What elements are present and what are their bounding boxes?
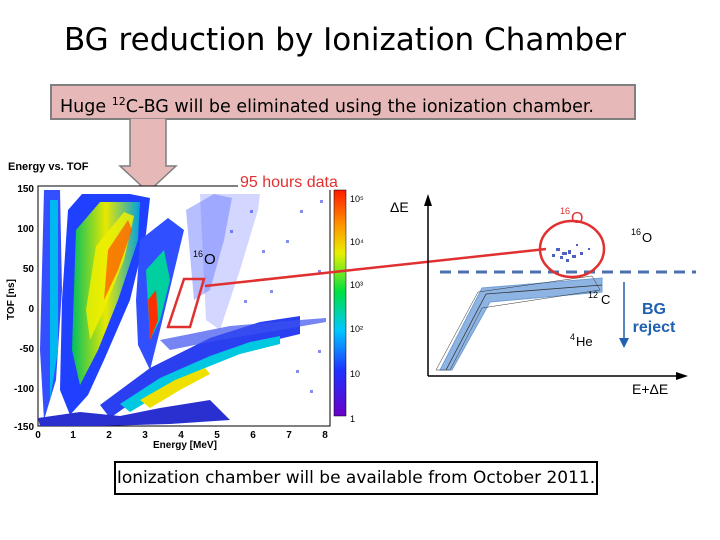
- energy-tof-histogram: Energy vs. TOF 16 O 95 hours da: [6, 161, 364, 450]
- histogram-title: Energy vs. TOF: [8, 161, 89, 173]
- slide-title: BG reduction by Ionization Chamber: [63, 22, 627, 58]
- banner-pre: Huge: [60, 96, 112, 117]
- y-tick: 100: [17, 224, 34, 235]
- ionization-schematic: ΔE E+ΔE 16 O 16 O 12 C 4 He BG reject: [204, 194, 696, 397]
- de-axis-label: ΔE: [390, 199, 409, 215]
- de-axis-arrowhead: [424, 194, 432, 206]
- banner: Huge 12C-BG will be eliminated using the…: [50, 84, 636, 120]
- availability-note: Ionization chamber will be available fro…: [114, 461, 598, 495]
- y-tick: 150: [17, 184, 34, 195]
- bg-reject-line2: reject: [633, 319, 676, 336]
- o16-inside-elem: O: [571, 210, 583, 227]
- c12-mass: 12: [588, 290, 598, 300]
- o16-right-elem: O: [642, 230, 652, 245]
- banner-post: C-BG will be eliminated using the ioniza…: [125, 96, 594, 117]
- o16-inside-mass: 16: [560, 206, 570, 216]
- down-arrow: [118, 118, 178, 194]
- x-tick: 0: [35, 430, 41, 441]
- hours-annotation: 95 hours data: [240, 174, 338, 191]
- y-axis-label: TOF [ns]: [6, 279, 17, 320]
- scale-label: 1: [350, 414, 355, 424]
- he4-mass: 4: [570, 332, 575, 342]
- o16-right-mass: 16: [631, 227, 641, 237]
- x-tick: 5: [214, 430, 220, 441]
- scale-label: 10⁵: [350, 194, 364, 204]
- x-tick: 4: [178, 430, 184, 441]
- scale-label: 10⁴: [350, 237, 364, 247]
- histogram-data: [38, 190, 326, 426]
- o16-cluster: [552, 244, 590, 262]
- e-de-axis-label: E+ΔE: [632, 381, 668, 397]
- c12-elem: C: [601, 292, 610, 307]
- scale-label: 10²: [350, 324, 363, 334]
- he4-band: [439, 277, 603, 371]
- o16-gate: [166, 277, 206, 329]
- y-tick: -150: [14, 422, 34, 433]
- x-tick: 6: [250, 430, 256, 441]
- he4-elem: He: [576, 334, 593, 349]
- annotation-bg: [238, 174, 348, 190]
- y-tick: 50: [23, 264, 35, 275]
- y-tick: 0: [28, 304, 34, 315]
- x-tick: 3: [142, 430, 148, 441]
- bg-reject-line1: BG: [642, 301, 666, 318]
- gate-label-mass: 16: [193, 249, 203, 259]
- connector-line: [204, 247, 547, 288]
- x-tick: 2: [106, 430, 112, 441]
- banner-sup: 12: [111, 95, 126, 108]
- x-tick: 7: [286, 430, 292, 441]
- scale-label: 10³: [350, 280, 363, 290]
- x-axis-label: Energy [MeV]: [153, 440, 217, 450]
- gate-label-elem: O: [204, 251, 216, 268]
- scale-label: 10: [350, 369, 360, 379]
- color-scale: [333, 189, 347, 417]
- bg-reject-arrowhead: [619, 338, 629, 348]
- e-axis-arrowhead: [676, 372, 688, 380]
- x-tick: 1: [70, 430, 76, 441]
- x-tick: 8: [322, 430, 328, 441]
- y-tick: -100: [14, 384, 34, 395]
- o16-circle: [538, 219, 606, 279]
- y-tick: -50: [20, 344, 35, 355]
